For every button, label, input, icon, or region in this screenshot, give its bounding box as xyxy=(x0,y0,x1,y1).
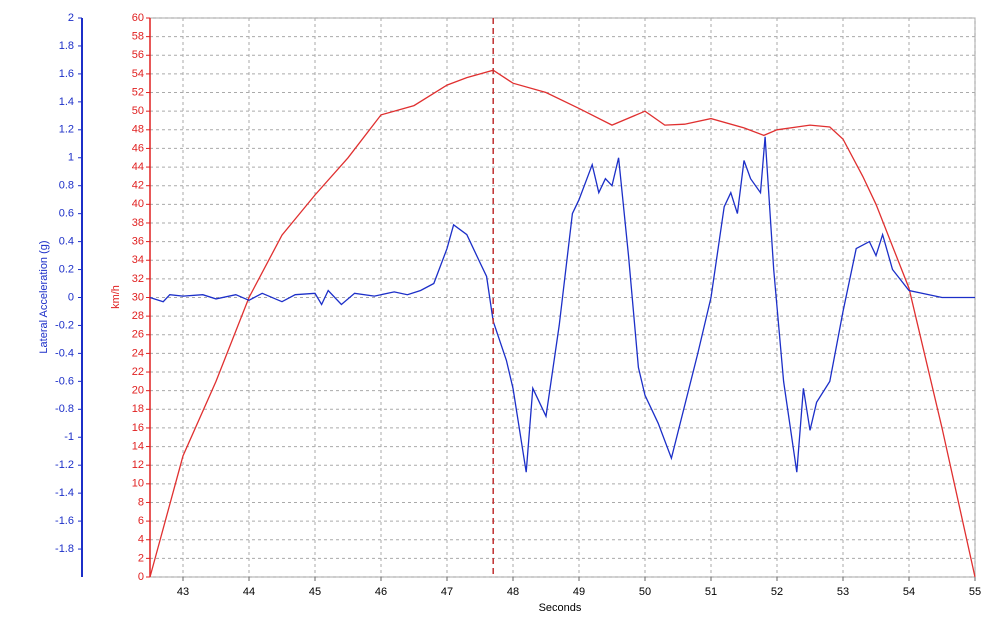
series-line xyxy=(149,69,976,578)
y2-tick-label: -0.2 xyxy=(55,319,74,331)
x-tick-label: 52 xyxy=(771,586,783,598)
y-axis-label: km/h xyxy=(110,285,122,309)
y2-tick-label: 0.4 xyxy=(59,236,74,248)
y2-tick-label: -0.6 xyxy=(55,375,74,387)
y-tick-label: 12 xyxy=(132,459,144,471)
y-tick-label: 34 xyxy=(132,254,144,266)
y-tick-label: 26 xyxy=(132,329,144,341)
y-tick-label: 16 xyxy=(132,422,144,434)
y-tick-label: 2 xyxy=(138,552,144,564)
x-axis-label: Seconds xyxy=(539,602,582,614)
y2-tick-label: -1.2 xyxy=(55,459,74,471)
y-tick-label: 28 xyxy=(132,310,144,322)
x-tick-label: 45 xyxy=(309,586,321,598)
y-tick-label: 8 xyxy=(138,496,144,508)
y2-tick-label: -1 xyxy=(64,431,74,443)
y2-tick-label: 1.2 xyxy=(59,124,74,136)
y-tick-label: 6 xyxy=(138,515,144,527)
y-tick-label: 60 xyxy=(132,12,144,24)
y-tick-label: 22 xyxy=(132,366,144,378)
x-tick-label: 44 xyxy=(243,586,255,598)
y2-tick-label: 1 xyxy=(68,152,74,164)
x-tick-label: 55 xyxy=(969,586,981,598)
y-tick-label: 48 xyxy=(132,124,144,136)
y-tick-label: 38 xyxy=(132,217,144,229)
y-tick-label: 36 xyxy=(132,236,144,248)
y-tick-label: 46 xyxy=(132,142,144,154)
y2-tick-label: 0.2 xyxy=(59,263,74,275)
x-tick-label: 50 xyxy=(639,586,651,598)
x-tick-label: 51 xyxy=(705,586,717,598)
y2-tick-label: 0.6 xyxy=(59,208,74,220)
y2-tick-label: 1.6 xyxy=(59,68,74,80)
y2-tick-label: 0.8 xyxy=(59,180,74,192)
y2-tick-label: -0.4 xyxy=(55,347,74,359)
y-tick-label: 4 xyxy=(138,534,144,546)
y-tick-label: 24 xyxy=(132,347,144,359)
y-tick-label: 54 xyxy=(132,68,144,80)
x-tick-label: 49 xyxy=(573,586,585,598)
y-tick-label: 14 xyxy=(132,440,144,452)
y2-tick-label: -1.6 xyxy=(55,515,74,527)
y2-axis-label: Lateral Acceleration (g) xyxy=(38,240,50,353)
x-tick-label: 48 xyxy=(507,586,519,598)
y2-tick-label: 1.4 xyxy=(59,96,74,108)
series-line xyxy=(149,136,975,473)
y-tick-label: 56 xyxy=(132,49,144,61)
y-tick-label: 50 xyxy=(132,105,144,117)
y-tick-label: 0 xyxy=(138,571,144,583)
y-tick-label: 30 xyxy=(132,291,144,303)
y2-tick-label: 0 xyxy=(68,291,74,303)
y-tick-label: 18 xyxy=(132,403,144,415)
y-tick-label: 20 xyxy=(132,385,144,397)
y-tick-label: 32 xyxy=(132,273,144,285)
x-tick-label: 47 xyxy=(441,586,453,598)
x-tick-label: 46 xyxy=(375,586,387,598)
y2-tick-label: 1.8 xyxy=(59,40,74,52)
y-tick-label: 58 xyxy=(132,31,144,43)
x-tick-label: 54 xyxy=(903,586,915,598)
y2-tick-label: 2 xyxy=(68,12,74,24)
y-tick-label: 44 xyxy=(132,161,144,173)
y2-tick-label: -1.8 xyxy=(55,543,74,555)
y-tick-label: 40 xyxy=(132,198,144,210)
y-tick-label: 10 xyxy=(132,478,144,490)
x-tick-label: 53 xyxy=(837,586,849,598)
x-tick-label: 43 xyxy=(177,586,189,598)
y2-tick-label: -0.8 xyxy=(55,403,74,415)
y2-tick-label: -1.4 xyxy=(55,487,74,499)
y-tick-label: 52 xyxy=(132,86,144,98)
y-tick-label: 42 xyxy=(132,180,144,192)
